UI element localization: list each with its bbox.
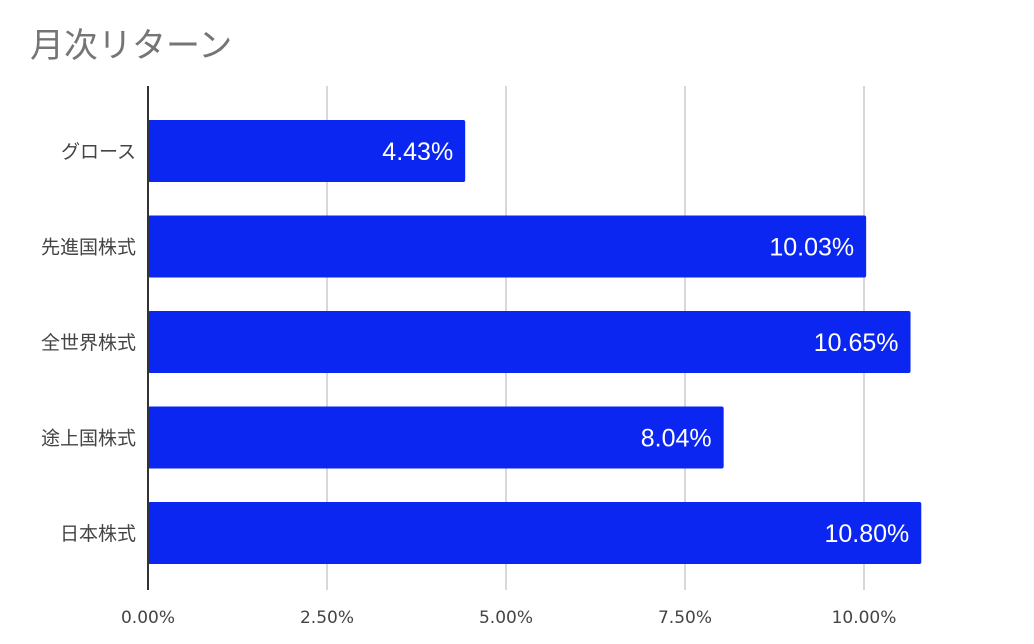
category-label: 途上国株式: [41, 428, 136, 450]
x-tick-labels: 0.00% 2.50% 5.00% 7.50% 10.00%: [121, 608, 896, 628]
x-tick-label: 0.00%: [121, 608, 175, 628]
bar: [148, 502, 922, 564]
category-label: グロース: [61, 141, 136, 163]
x-tick-label: 5.00%: [479, 608, 533, 628]
bar: [148, 120, 466, 182]
x-tick-label: 7.50%: [658, 608, 712, 628]
category-label: 日本株式: [60, 523, 136, 545]
bar: [148, 311, 911, 373]
bar: [148, 215, 867, 278]
bar: [148, 406, 724, 469]
category-label: 全世界株式: [41, 332, 136, 354]
category-label: 先進国株式: [41, 237, 136, 259]
x-tick-label: 2.50%: [300, 608, 354, 628]
chart-title: 月次リターン: [30, 26, 233, 66]
data-label: 8.04%: [641, 425, 712, 453]
bars: 4.43% 10.03% 10.65% 8.04% 10.80%: [148, 120, 922, 564]
data-label: 10.65%: [814, 329, 899, 357]
x-tick-label: 10.00%: [832, 608, 897, 628]
data-label: 10.03%: [769, 234, 854, 262]
data-label: 10.80%: [824, 520, 909, 548]
data-label: 4.43%: [382, 138, 453, 166]
